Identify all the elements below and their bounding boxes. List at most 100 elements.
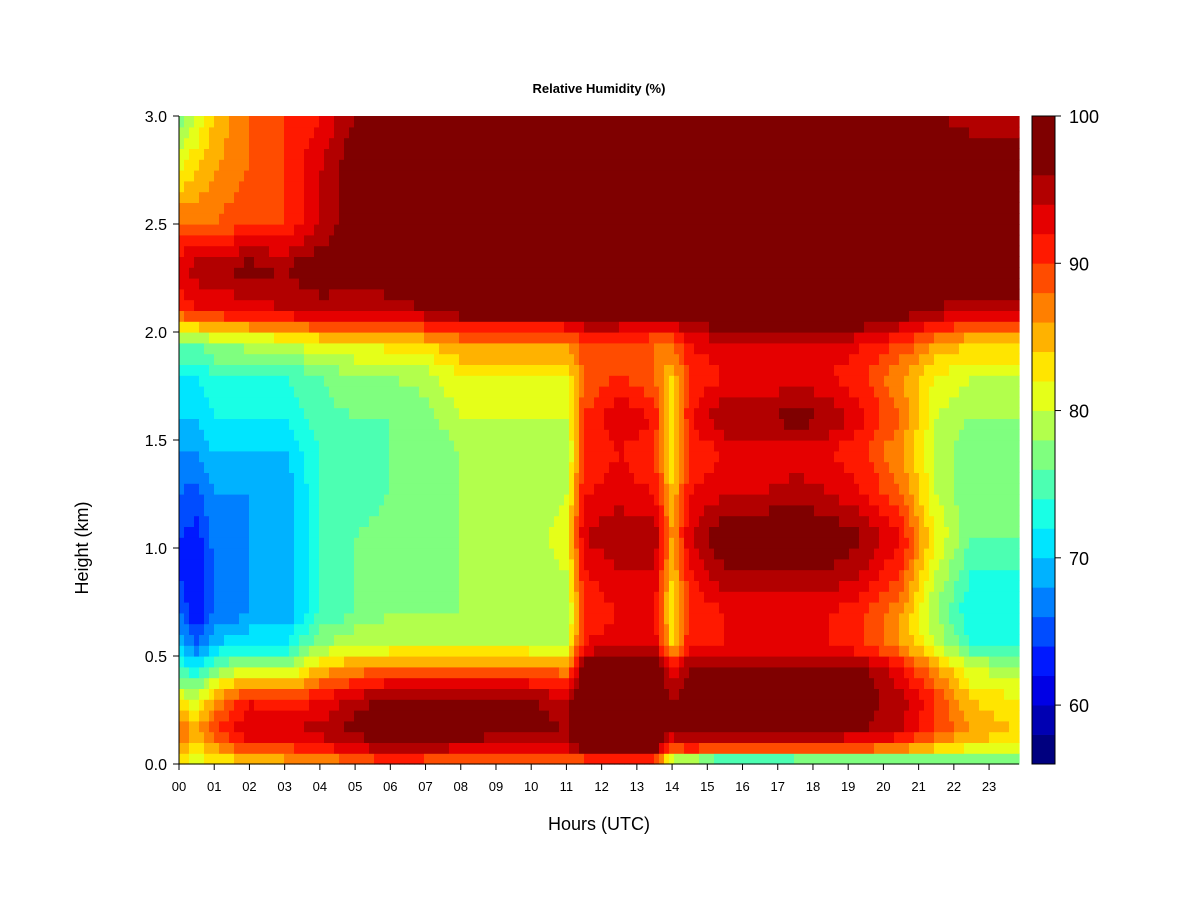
heatmap-cell bbox=[539, 342, 545, 355]
heatmap-cell bbox=[554, 234, 560, 247]
heatmap-cell bbox=[419, 623, 425, 635]
heatmap-cell bbox=[349, 688, 355, 700]
heatmap-cell bbox=[439, 634, 445, 646]
heatmap-cell bbox=[344, 623, 350, 635]
heatmap-cell bbox=[249, 515, 255, 527]
heatmap-cell bbox=[444, 364, 450, 376]
heatmap-cell bbox=[379, 558, 385, 571]
heatmap-cell bbox=[279, 494, 285, 506]
heatmap-cell bbox=[224, 494, 230, 506]
heatmap-cell bbox=[509, 440, 515, 452]
heatmap-cell bbox=[329, 321, 335, 333]
heatmap-cell bbox=[394, 720, 400, 733]
heatmap-cell bbox=[574, 731, 580, 743]
heatmap-cell bbox=[314, 148, 320, 160]
heatmap-cell bbox=[519, 569, 525, 581]
heatmap-cell bbox=[179, 634, 185, 646]
heatmap-cell bbox=[329, 440, 335, 452]
heatmap-cell bbox=[189, 494, 195, 506]
heatmap-cell bbox=[219, 558, 225, 571]
heatmap-cell bbox=[464, 126, 470, 139]
heatmap-cell bbox=[589, 731, 595, 743]
heatmap-cell bbox=[214, 602, 220, 614]
heatmap-cell bbox=[199, 612, 205, 625]
heatmap-cell bbox=[589, 623, 595, 635]
heatmap-cell bbox=[229, 612, 235, 625]
heatmap-cell bbox=[189, 569, 195, 581]
heatmap-cell bbox=[554, 353, 560, 365]
heatmap-cell bbox=[454, 612, 460, 625]
heatmap-cell bbox=[539, 375, 545, 387]
heatmap-cell bbox=[319, 623, 325, 635]
heatmap-cell bbox=[279, 742, 285, 754]
heatmap-cell bbox=[209, 245, 215, 257]
heatmap-cell bbox=[209, 310, 215, 322]
heatmap-cell bbox=[204, 504, 210, 517]
heatmap-cell bbox=[494, 245, 500, 257]
heatmap-cell bbox=[309, 688, 315, 700]
heatmap-cell bbox=[559, 526, 565, 538]
heatmap-cell bbox=[254, 656, 260, 668]
heatmap-cell bbox=[409, 342, 415, 355]
heatmap-cell bbox=[504, 116, 510, 128]
heatmap-cell bbox=[349, 267, 355, 279]
heatmap-cell bbox=[494, 396, 500, 409]
heatmap-cell bbox=[469, 267, 475, 279]
heatmap-cell bbox=[279, 170, 285, 182]
heatmap-cell bbox=[244, 569, 250, 581]
heatmap-cell bbox=[224, 245, 230, 257]
heatmap-cell bbox=[334, 483, 340, 495]
heatmap-cell bbox=[514, 623, 520, 635]
heatmap-cell bbox=[419, 224, 425, 236]
heatmap-cell bbox=[344, 731, 350, 743]
heatmap-cell bbox=[569, 353, 575, 365]
heatmap-cell bbox=[489, 580, 495, 592]
heatmap-cell bbox=[319, 386, 325, 398]
heatmap-cell bbox=[589, 558, 595, 571]
heatmap-cell bbox=[244, 558, 250, 571]
heatmap-cell bbox=[304, 440, 310, 452]
heatmap-cell bbox=[299, 126, 305, 139]
x-axis-label: Hours (UTC) bbox=[548, 814, 650, 834]
heatmap-cell bbox=[349, 224, 355, 236]
heatmap-cell bbox=[399, 569, 405, 581]
heatmap-cell bbox=[239, 342, 245, 355]
heatmap-cell bbox=[454, 342, 460, 355]
heatmap-cell bbox=[239, 688, 245, 700]
heatmap-cell bbox=[364, 742, 370, 754]
heatmap-cell bbox=[534, 688, 540, 700]
heatmap-cell bbox=[324, 548, 330, 560]
heatmap-cell bbox=[194, 364, 200, 376]
heatmap-cell bbox=[199, 569, 205, 581]
heatmap-cell bbox=[309, 623, 315, 635]
heatmap-cell bbox=[579, 299, 585, 311]
heatmap-cell bbox=[374, 526, 380, 538]
heatmap-cell bbox=[199, 623, 205, 635]
heatmap-cell bbox=[504, 623, 510, 635]
heatmap-cell bbox=[304, 494, 310, 506]
heatmap-cell bbox=[194, 742, 200, 754]
heatmap-cell bbox=[209, 645, 215, 657]
heatmap-cell bbox=[449, 213, 455, 225]
heatmap-cell bbox=[294, 407, 300, 419]
heatmap-cell bbox=[339, 126, 345, 139]
heatmap-cell bbox=[249, 461, 255, 473]
heatmap-cell bbox=[454, 494, 460, 506]
heatmap-cell bbox=[284, 602, 290, 614]
heatmap-cell bbox=[574, 278, 580, 290]
heatmap-cell bbox=[529, 213, 535, 225]
heatmap-cell bbox=[324, 213, 330, 225]
heatmap-cell bbox=[419, 407, 425, 419]
heatmap-cell bbox=[204, 710, 210, 722]
heatmap-cell bbox=[409, 753, 415, 765]
heatmap-cell bbox=[244, 224, 250, 236]
heatmap-cell bbox=[279, 386, 285, 398]
heatmap-cell bbox=[229, 407, 235, 419]
heatmap-cell bbox=[424, 234, 430, 247]
heatmap-cell bbox=[189, 234, 195, 247]
heatmap-cell bbox=[479, 224, 485, 236]
heatmap-cell bbox=[244, 753, 250, 765]
heatmap-cell bbox=[179, 202, 185, 214]
heatmap-cell bbox=[389, 472, 395, 484]
heatmap-cell bbox=[354, 180, 360, 193]
